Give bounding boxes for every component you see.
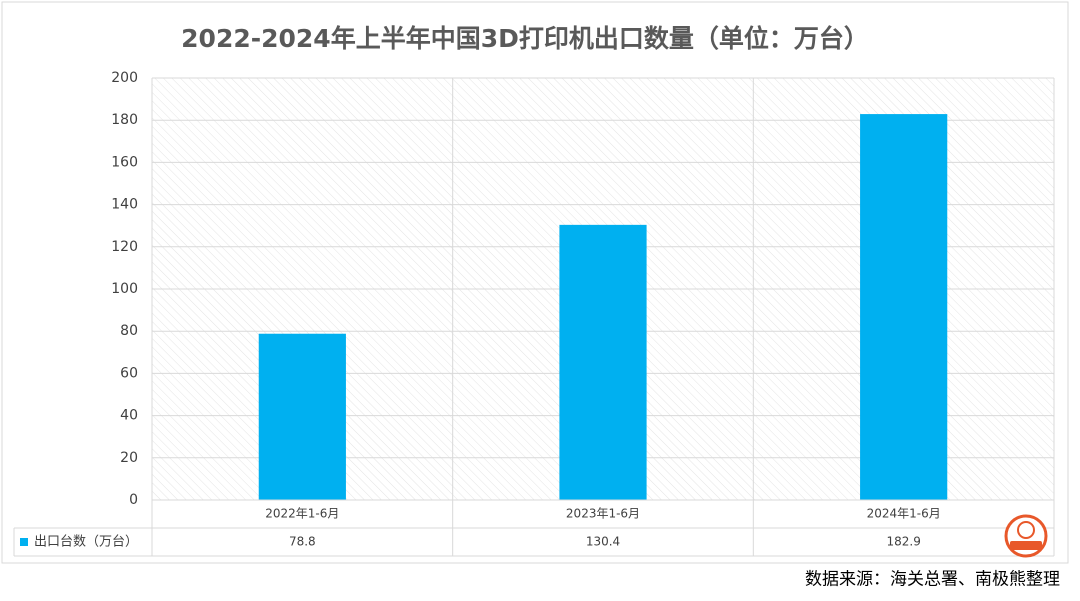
table-value: 78.8 [289, 535, 316, 549]
y-tick-label: 20 [120, 450, 138, 466]
chart-title: 2022-2024年上半年中国3D打印机出口数量（单位：万台） [181, 24, 869, 53]
y-tick-label: 40 [120, 408, 138, 424]
x-tick-label: 2022年1-6月 [265, 507, 339, 521]
y-tick-label: 60 [120, 365, 138, 381]
y-tick-label: 160 [111, 154, 138, 170]
table-value: 130.4 [586, 535, 620, 549]
bar [258, 333, 346, 500]
logo [1004, 514, 1048, 558]
x-tick-label: 2024年1-6月 [867, 507, 941, 521]
y-tick-label: 180 [111, 112, 138, 128]
y-tick-label: 100 [111, 281, 138, 297]
x-tick-label: 2023年1-6月 [566, 507, 640, 521]
bar [860, 114, 948, 501]
bar [559, 224, 647, 500]
table-value: 182.9 [886, 535, 920, 549]
legend-label: 出口台数（万台） [34, 535, 138, 550]
source-note: 数据来源：海关总署、南极熊整理 [805, 570, 1060, 590]
y-tick-label: 0 [129, 492, 138, 508]
y-tick-label: 140 [111, 197, 138, 213]
legend-swatch [20, 538, 28, 546]
y-tick-label: 80 [120, 323, 138, 339]
y-tick-label: 200 [111, 70, 138, 86]
y-tick-label: 120 [111, 239, 138, 255]
